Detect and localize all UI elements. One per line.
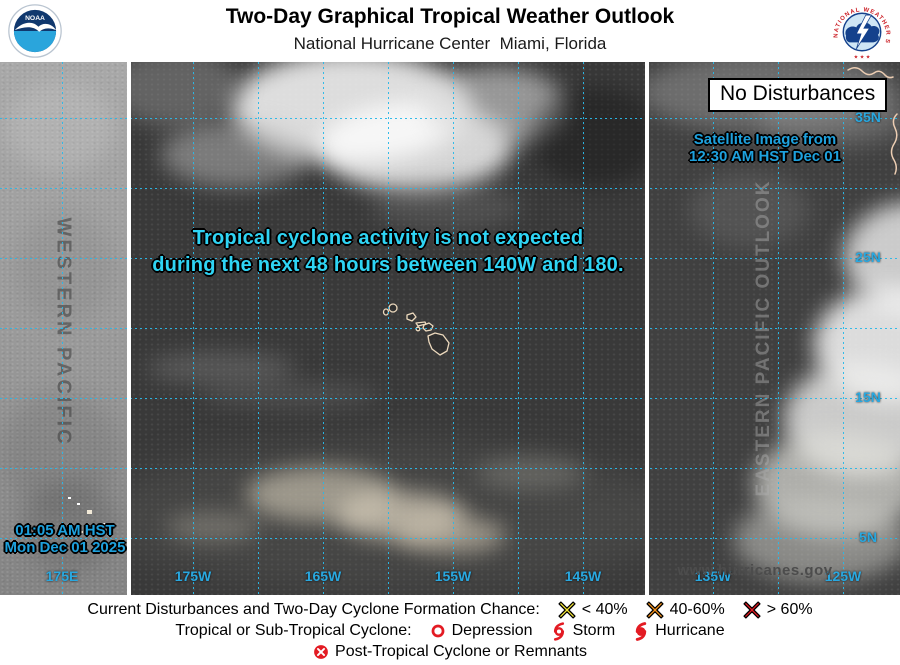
longitude-label: 125W	[824, 568, 862, 584]
x-marker-icon	[558, 601, 576, 619]
cloud-blob	[734, 497, 900, 582]
nws-stars: ★ ★ ★	[854, 54, 871, 60]
grid-line-latitude	[0, 538, 900, 539]
satellite-caption-line1: Satellite Image from	[693, 131, 837, 148]
nws-logo: NATIONAL WEATHER SERVICE ★ ★ ★	[832, 2, 892, 62]
western-pacific-label: WESTERN PACIFIC	[52, 217, 75, 447]
grid-line-latitude	[0, 258, 900, 259]
issuance-timestamp: 01:05 AM HST Mon Dec 01 2025	[0, 522, 130, 556]
legend-item-label: Hurricane	[655, 622, 725, 639]
hawaiian-islands-outline	[382, 303, 450, 356]
x-marker-icon	[743, 601, 761, 619]
legend-item: 40-60%	[646, 601, 725, 619]
legend: Current Disturbances and Two-Day Cyclone…	[0, 595, 900, 665]
cloud-blob	[161, 122, 311, 187]
latitude-label: 15N	[855, 389, 881, 405]
cloud-blob	[201, 382, 381, 408]
legend-item-label: Post-Tropical Cyclone or Remnants	[335, 643, 587, 660]
panel-divider	[645, 62, 649, 595]
legend-row: Post-Tropical Cyclone or Remnants	[313, 642, 587, 662]
x-marker-icon	[646, 601, 664, 619]
cloud-blob	[0, 392, 120, 512]
western-pacific-panel	[0, 62, 127, 595]
satellite-map: WESTERN PACIFIC EASTERN PACIFIC OUTLOOK …	[0, 62, 900, 595]
cloud-blob	[146, 352, 296, 384]
cloud-blob	[5, 82, 115, 172]
latitude-label: 5N	[859, 529, 877, 545]
longitude-label: 145W	[564, 568, 602, 584]
legend-item: Storm	[551, 621, 616, 641]
cloud-blob	[426, 67, 566, 147]
longitude-label: 175E	[45, 568, 79, 584]
legend-item-label: 40-60%	[669, 601, 725, 618]
legend-item: < 40%	[558, 601, 628, 619]
panel-divider	[127, 62, 131, 595]
noaa-logo: NOAA	[8, 4, 62, 58]
island-specks	[68, 497, 71, 499]
longitude-label: 135W	[694, 568, 732, 584]
post-tropical-icon	[313, 644, 329, 660]
latitude-label: 25N	[855, 249, 881, 265]
website-watermark: www.hurricanes.gov	[677, 562, 833, 579]
depression-icon	[430, 623, 446, 639]
coastline-outline	[847, 67, 898, 175]
legend-row-label: Tropical or Sub-Tropical Cyclone:	[175, 622, 412, 639]
latitude-label: 35N	[855, 109, 881, 125]
outlook-message-line2: during the next 48 hours between 140W an…	[152, 254, 624, 276]
cloud-blob	[689, 172, 809, 247]
issuance-time: 01:05 AM HST	[15, 522, 115, 539]
outlook-message-line1: Tropical cyclone activity is not expecte…	[192, 227, 584, 249]
outlook-message: Tropical cyclone activity is not expecte…	[131, 225, 645, 279]
noaa-logo-text: NOAA	[25, 15, 45, 22]
cloud-blob	[476, 457, 586, 489]
page-title: Two-Day Graphical Tropical Weather Outlo…	[225, 5, 675, 28]
grid-line-latitude	[0, 188, 900, 189]
cloud-blob	[15, 212, 115, 322]
legend-item: Depression	[430, 622, 533, 640]
eastern-pacific-label: EASTERN PACIFIC OUTLOOK	[753, 179, 774, 497]
cloud-blob	[531, 87, 645, 187]
longitude-label: 165W	[304, 568, 342, 584]
satellite-caption: Satellite Image from 12:30 AM HST Dec 01	[649, 131, 881, 165]
legend-item-label: Depression	[451, 622, 533, 639]
grid-line-latitude	[0, 468, 900, 469]
issuance-date: Mon Dec 01 2025	[4, 539, 126, 556]
no-disturbances-banner: No Disturbances	[708, 78, 888, 112]
legend-item: Hurricane	[633, 621, 725, 641]
storm-icon	[551, 621, 567, 641]
grid-line-latitude	[0, 118, 900, 119]
cloud-blob	[166, 512, 261, 542]
grid-line-latitude	[0, 328, 900, 329]
cloud-blob	[371, 182, 521, 232]
legend-item-label: < 40%	[581, 601, 628, 618]
legend-row: Tropical or Sub-Tropical Cyclone: Depress…	[175, 621, 725, 641]
longitude-label: 155W	[434, 568, 472, 584]
legend-row-label: Current Disturbances and Two-Day Cyclone…	[87, 601, 540, 618]
legend-item: Post-Tropical Cyclone or Remnants	[313, 643, 587, 661]
header: NOAA Two-Day Graphical Tropical Weather …	[0, 0, 900, 62]
legend-item-label: Storm	[572, 622, 616, 639]
longitude-label: 175W	[174, 568, 212, 584]
legend-item-label: > 60%	[766, 601, 813, 618]
page-subtitle: National Hurricane Center Miami, Florida	[293, 34, 607, 53]
cloud-blob	[396, 517, 506, 553]
satellite-caption-line2: 12:30 AM HST Dec 01	[688, 148, 841, 165]
legend-row: Current Disturbances and Two-Day Cyclone…	[87, 600, 813, 620]
legend-item: > 60%	[743, 601, 813, 619]
grid-line-latitude	[0, 398, 900, 399]
hurricane-icon	[633, 621, 649, 641]
